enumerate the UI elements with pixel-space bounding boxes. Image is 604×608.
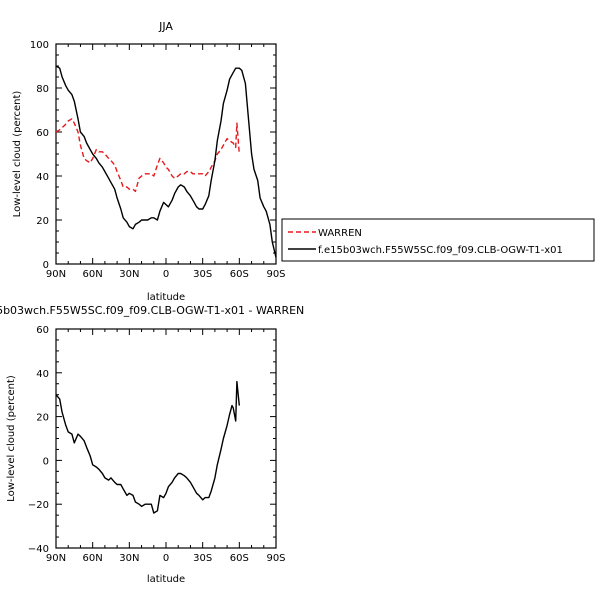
y-tick-label: 20 — [36, 413, 49, 424]
y-tick-label: 40 — [36, 369, 49, 380]
x-tick-label: 30S — [193, 553, 212, 564]
legend-label: f.e15b03wch.F55W5SC.f09_f09.CLB-OGW-T1-x… — [318, 245, 563, 256]
x-tick-label: 90S — [266, 553, 285, 564]
difference-line — [55, 380, 240, 514]
y-tick-label: 60 — [36, 128, 49, 139]
y-tick-label: −40 — [28, 544, 49, 555]
x-axis-label: latitude — [147, 292, 185, 303]
x-tick-label: 0 — [163, 269, 169, 280]
x-tick-label: 30S — [193, 269, 212, 280]
y-tick-label: 40 — [36, 172, 49, 183]
plot-frame-2 — [55, 328, 277, 549]
y-tick-label: 0 — [43, 260, 49, 271]
x-tick-label: 30N — [119, 553, 139, 564]
y-axis-label: Low-level cloud (percent) — [6, 375, 17, 502]
x-tick-label: 0 — [163, 553, 169, 564]
x-tick-label: 60S — [230, 269, 249, 280]
x-tick-label: 90S — [266, 269, 285, 280]
y-tick-label: 60 — [36, 325, 49, 336]
x-tick-label: 30N — [119, 269, 139, 280]
series-line-f-e15b03wch-f55w5sc-f09-f09-clb-ogw-t1-x01 — [55, 65, 277, 258]
legend-box — [281, 218, 595, 262]
x-tick-label: 90N — [46, 269, 66, 280]
chart-title-1: JJA — [158, 20, 173, 33]
y-tick-label: −20 — [28, 500, 49, 511]
x-tick-label: 60S — [230, 553, 249, 564]
y-tick-label: 20 — [36, 216, 49, 227]
chart-title-2: f.e15b03wch.F55W5SC.f09_f09.CLB-OGW-T1-x… — [0, 304, 304, 317]
y-tick-label: 0 — [43, 456, 49, 467]
series-line-warren — [55, 118, 240, 193]
legend-label: WARREN — [318, 228, 362, 239]
x-tick-label: 90N — [46, 553, 66, 564]
y-tick-label: 80 — [36, 84, 49, 95]
y-tick-label: 100 — [30, 40, 49, 51]
x-axis-label: latitude — [147, 574, 185, 585]
x-tick-label: 60N — [83, 269, 103, 280]
x-tick-label: 60N — [83, 553, 103, 564]
y-axis-label: Low-level cloud (percent) — [12, 91, 23, 218]
